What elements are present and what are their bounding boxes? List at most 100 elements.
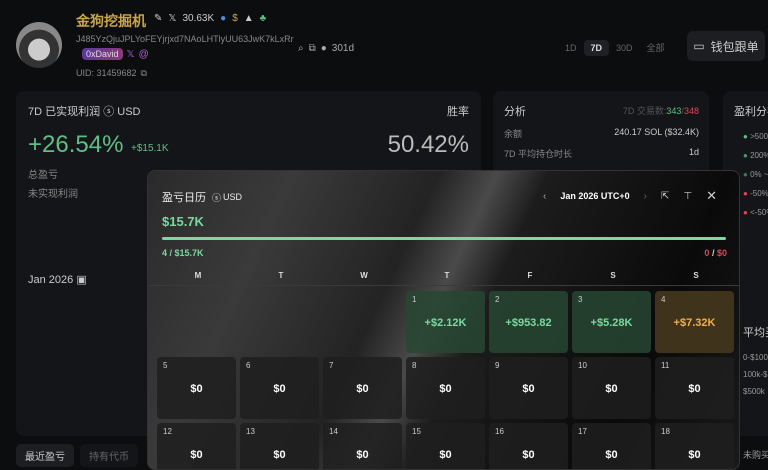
- day-pnl: $0: [605, 449, 618, 461]
- day-number: 18: [661, 427, 670, 436]
- calendar-day[interactable]: 7 $0: [323, 357, 402, 419]
- share-icon[interactable]: ⇱: [660, 190, 670, 202]
- day-number: 11: [661, 361, 670, 370]
- calendar-title: 盈亏日历: [162, 192, 206, 204]
- weekday-label: W: [360, 271, 368, 280]
- day-number: 1: [412, 295, 417, 304]
- balance: 240.17 SOL ($32.4K): [614, 127, 699, 137]
- wallet-name: 金狗挖掘机: [76, 13, 146, 29]
- weekday-label: S: [610, 271, 616, 280]
- tab-1d[interactable]: 1D: [565, 43, 577, 53]
- day-pnl: $0: [522, 449, 535, 461]
- tab-7d[interactable]: 7D: [583, 40, 610, 56]
- day-pnl: $0: [522, 383, 535, 395]
- day-number: 3: [578, 295, 583, 304]
- day-pnl: $0: [356, 383, 369, 395]
- win-count: 4: [162, 248, 168, 258]
- day-number: 16: [495, 427, 504, 436]
- tab-30d[interactable]: 30D: [616, 43, 633, 53]
- calendar-day[interactable]: 5 $0: [157, 357, 236, 419]
- calendar-day[interactable]: 17 $0: [572, 423, 651, 469]
- copy-trade-button[interactable]: ▭ 钱包跟单: [687, 31, 765, 61]
- x-icon[interactable]: 𝕏: [168, 13, 177, 24]
- tab-holdings[interactable]: 持有代币: [80, 444, 138, 467]
- day-pnl: $0: [439, 383, 452, 395]
- win-total: $15.7K: [174, 248, 204, 258]
- dist-item: ● -50%: [743, 189, 768, 198]
- weekday-label: M: [194, 271, 202, 280]
- paint-icon[interactable]: ⊤: [683, 190, 693, 202]
- copy-icon[interactable]: ⧉: [140, 68, 147, 78]
- calendar-day[interactable]: 15 $0: [406, 423, 485, 469]
- day-pnl: $0: [605, 383, 618, 395]
- calendar-day[interactable]: 13 $0: [240, 423, 319, 469]
- usd-icon: ⓢ: [212, 192, 222, 203]
- calendar-day[interactable]: 6 $0: [240, 357, 319, 419]
- month-label: Jan 2026: [28, 274, 74, 286]
- day-pnl: $0: [190, 383, 203, 395]
- day-pnl: +$7.32K: [673, 317, 716, 329]
- currency: USD: [117, 106, 141, 118]
- dist-item: ● <-50%: [743, 208, 768, 217]
- calendar-day[interactable]: 11 $0: [655, 357, 734, 419]
- tab-recent-pnl[interactable]: 最近盈亏: [16, 444, 74, 467]
- day-pnl: +$953.82: [505, 317, 552, 329]
- avg-buy-item: 100k-$: [743, 370, 768, 379]
- currency: USD: [223, 192, 243, 202]
- next-month-icon[interactable]: ›: [643, 190, 647, 202]
- edit-icon[interactable]: ✎: [154, 13, 163, 24]
- x-icon[interactable]: 𝕏: [126, 48, 135, 60]
- usd-icon: ⓢ: [103, 106, 115, 118]
- pnl-title: 7D 已实现利润: [28, 106, 101, 118]
- calendar-day[interactable]: 18 $0: [655, 423, 734, 469]
- day-pnl: $0: [273, 383, 286, 395]
- distribution-title: 盈利分布: [734, 106, 768, 118]
- wallet-address: J485YzQjuJPLYoFEYjrjxd7NAoLHTlyUU63JwK7k…: [76, 34, 294, 44]
- trades-win: 343: [666, 106, 682, 116]
- calendar-day[interactable]: 12 $0: [157, 423, 236, 469]
- copy-icon[interactable]: ⧉: [308, 43, 316, 54]
- calendar-day[interactable]: 1 +$2.12K: [406, 291, 485, 353]
- unbought-label: 未购买: [743, 450, 768, 460]
- day-number: 4: [661, 295, 666, 304]
- search-icon[interactable]: ⌕: [298, 43, 304, 54]
- close-icon[interactable]: ✕: [706, 188, 717, 203]
- day-number: 14: [329, 427, 338, 436]
- hold: 1d: [688, 147, 699, 157]
- day-number: 17: [578, 427, 587, 436]
- calendar-day[interactable]: 8 $0: [406, 357, 485, 419]
- calendar-day[interactable]: 9 $0: [489, 357, 568, 419]
- wallet-age: 301d: [331, 43, 355, 54]
- avatar: [16, 22, 62, 68]
- clock-icon: ●: [320, 43, 327, 54]
- tab-all[interactable]: 全部: [646, 43, 665, 53]
- trades-loss: 348: [683, 106, 699, 116]
- calendar-day[interactable]: 16 $0: [489, 423, 568, 469]
- avg-buy-title: 平均买入: [743, 327, 768, 339]
- calendar-day[interactable]: 10 $0: [572, 357, 651, 419]
- wallet-icon: ▭: [693, 39, 705, 53]
- loss-count: 0: [704, 248, 710, 258]
- money-bag-icon: $: [232, 13, 238, 24]
- pnl-calendar-modal: 盈亏日历 ⓢ USD ‹ Jan 2026 UTC+0 › ⇱ ⊤ ✕ $15.7K…: [147, 170, 740, 470]
- calendar-icon[interactable]: ▣: [76, 274, 87, 286]
- triangle-icon: ▲: [243, 13, 254, 24]
- unrealized-label: 未实现利润: [28, 189, 78, 200]
- day-pnl: $0: [439, 449, 452, 461]
- calendar-day[interactable]: 2 +$953.82: [489, 291, 568, 353]
- verified-icon: ●: [220, 13, 227, 24]
- frog-icon: ♣: [259, 13, 267, 24]
- followers-count: 30.63K: [182, 13, 215, 24]
- winrate-label: 胜率: [447, 106, 469, 118]
- tag-badge[interactable]: 0xDavid: [82, 48, 123, 60]
- day-pnl: $0: [688, 449, 701, 461]
- day-number: 15: [412, 427, 421, 436]
- prev-month-icon[interactable]: ‹: [543, 190, 547, 202]
- avg-buy-item: $500k: [743, 387, 765, 396]
- calendar-day[interactable]: 3 +$5.28K: [572, 291, 651, 353]
- at-icon[interactable]: @: [138, 48, 149, 60]
- avg-buy-item: 0-$100: [743, 353, 768, 362]
- calendar-day[interactable]: 4 +$7.32K: [655, 291, 734, 353]
- analysis-title: 分析: [504, 106, 526, 118]
- calendar-day[interactable]: 14 $0: [323, 423, 402, 469]
